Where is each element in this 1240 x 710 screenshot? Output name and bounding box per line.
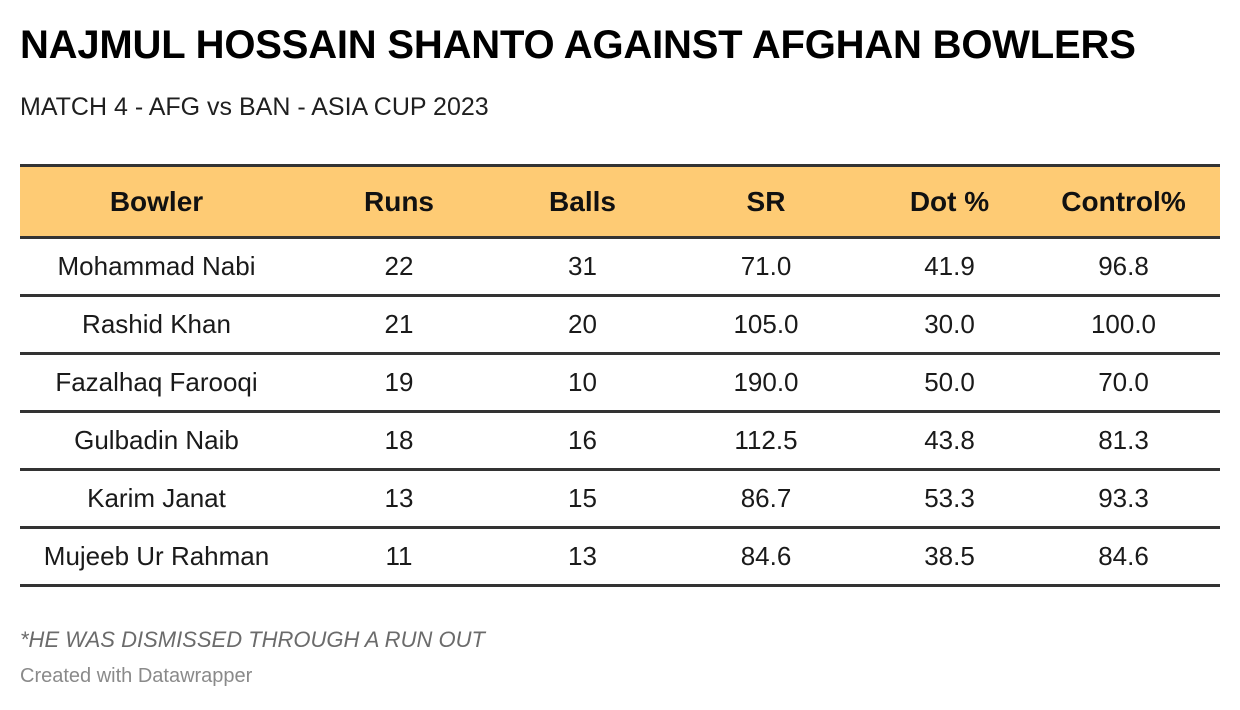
cell-balls: 15: [505, 469, 660, 529]
cell-bowler: Fazalhaq Farooqi: [20, 353, 293, 413]
table-body: Mohammad Nabi 22 31 71.0 41.9 96.8 Rashi…: [20, 237, 1220, 587]
cell-runs: 11: [293, 527, 505, 587]
cell-control-percent: 93.3: [1027, 469, 1220, 529]
cell-sr: 105.0: [660, 295, 872, 355]
chart-subtitle: MATCH 4 - AFG vs BAN - ASIA CUP 2023: [20, 93, 489, 121]
cell-runs: 21: [293, 295, 505, 355]
bowler-stats-table: Bowler Runs Balls SR Dot % Control% Moha…: [20, 164, 1220, 587]
column-header-runs: Runs: [293, 164, 505, 239]
column-header-sr: SR: [660, 164, 872, 239]
table-row: Fazalhaq Farooqi 19 10 190.0 50.0 70.0: [20, 353, 1220, 413]
column-header-balls: Balls: [505, 164, 660, 239]
cell-sr: 71.0: [660, 237, 872, 297]
cell-sr: 84.6: [660, 527, 872, 587]
cell-runs: 22: [293, 237, 505, 297]
cell-balls: 31: [505, 237, 660, 297]
cell-dot-percent: 50.0: [872, 353, 1027, 413]
cell-runs: 13: [293, 469, 505, 529]
cell-bowler: Karim Janat: [20, 469, 293, 529]
header-row: Bowler Runs Balls SR Dot % Control%: [20, 164, 1220, 239]
cell-balls: 20: [505, 295, 660, 355]
cell-balls: 10: [505, 353, 660, 413]
cell-bowler: Mohammad Nabi: [20, 237, 293, 297]
cell-bowler: Mujeeb Ur Rahman: [20, 527, 293, 587]
chart-title: NAJMUL HOSSAIN SHANTO AGAINST AFGHAN BOW…: [20, 23, 1136, 67]
table-row: Gulbadin Naib 18 16 112.5 43.8 81.3: [20, 411, 1220, 471]
cell-bowler: Rashid Khan: [20, 295, 293, 355]
cell-control-percent: 100.0: [1027, 295, 1220, 355]
cell-runs: 18: [293, 411, 505, 471]
cell-balls: 16: [505, 411, 660, 471]
cell-control-percent: 81.3: [1027, 411, 1220, 471]
cell-sr: 86.7: [660, 469, 872, 529]
cell-runs: 19: [293, 353, 505, 413]
cell-control-percent: 84.6: [1027, 527, 1220, 587]
column-header-dot-percent: Dot %: [872, 164, 1027, 239]
cell-balls: 13: [505, 527, 660, 587]
table-header: Bowler Runs Balls SR Dot % Control%: [20, 164, 1220, 239]
cell-dot-percent: 53.3: [872, 469, 1027, 529]
cell-control-percent: 70.0: [1027, 353, 1220, 413]
table-row: Rashid Khan 21 20 105.0 30.0 100.0: [20, 295, 1220, 355]
cell-dot-percent: 38.5: [872, 527, 1027, 587]
table-row: Mohammad Nabi 22 31 71.0 41.9 96.8: [20, 237, 1220, 297]
cell-dot-percent: 43.8: [872, 411, 1027, 471]
table-row: Karim Janat 13 15 86.7 53.3 93.3: [20, 469, 1220, 529]
cell-sr: 190.0: [660, 353, 872, 413]
datawrapper-credit: Created with Datawrapper: [20, 665, 253, 687]
table-row: Mujeeb Ur Rahman 11 13 84.6 38.5 84.6: [20, 527, 1220, 587]
column-header-bowler: Bowler: [20, 164, 293, 239]
cell-dot-percent: 41.9: [872, 237, 1027, 297]
cell-control-percent: 96.8: [1027, 237, 1220, 297]
footnote: *HE WAS DISMISSED THROUGH A RUN OUT: [20, 627, 485, 652]
cell-bowler: Gulbadin Naib: [20, 411, 293, 471]
column-header-control-percent: Control%: [1027, 164, 1220, 239]
cell-sr: 112.5: [660, 411, 872, 471]
cell-dot-percent: 30.0: [872, 295, 1027, 355]
